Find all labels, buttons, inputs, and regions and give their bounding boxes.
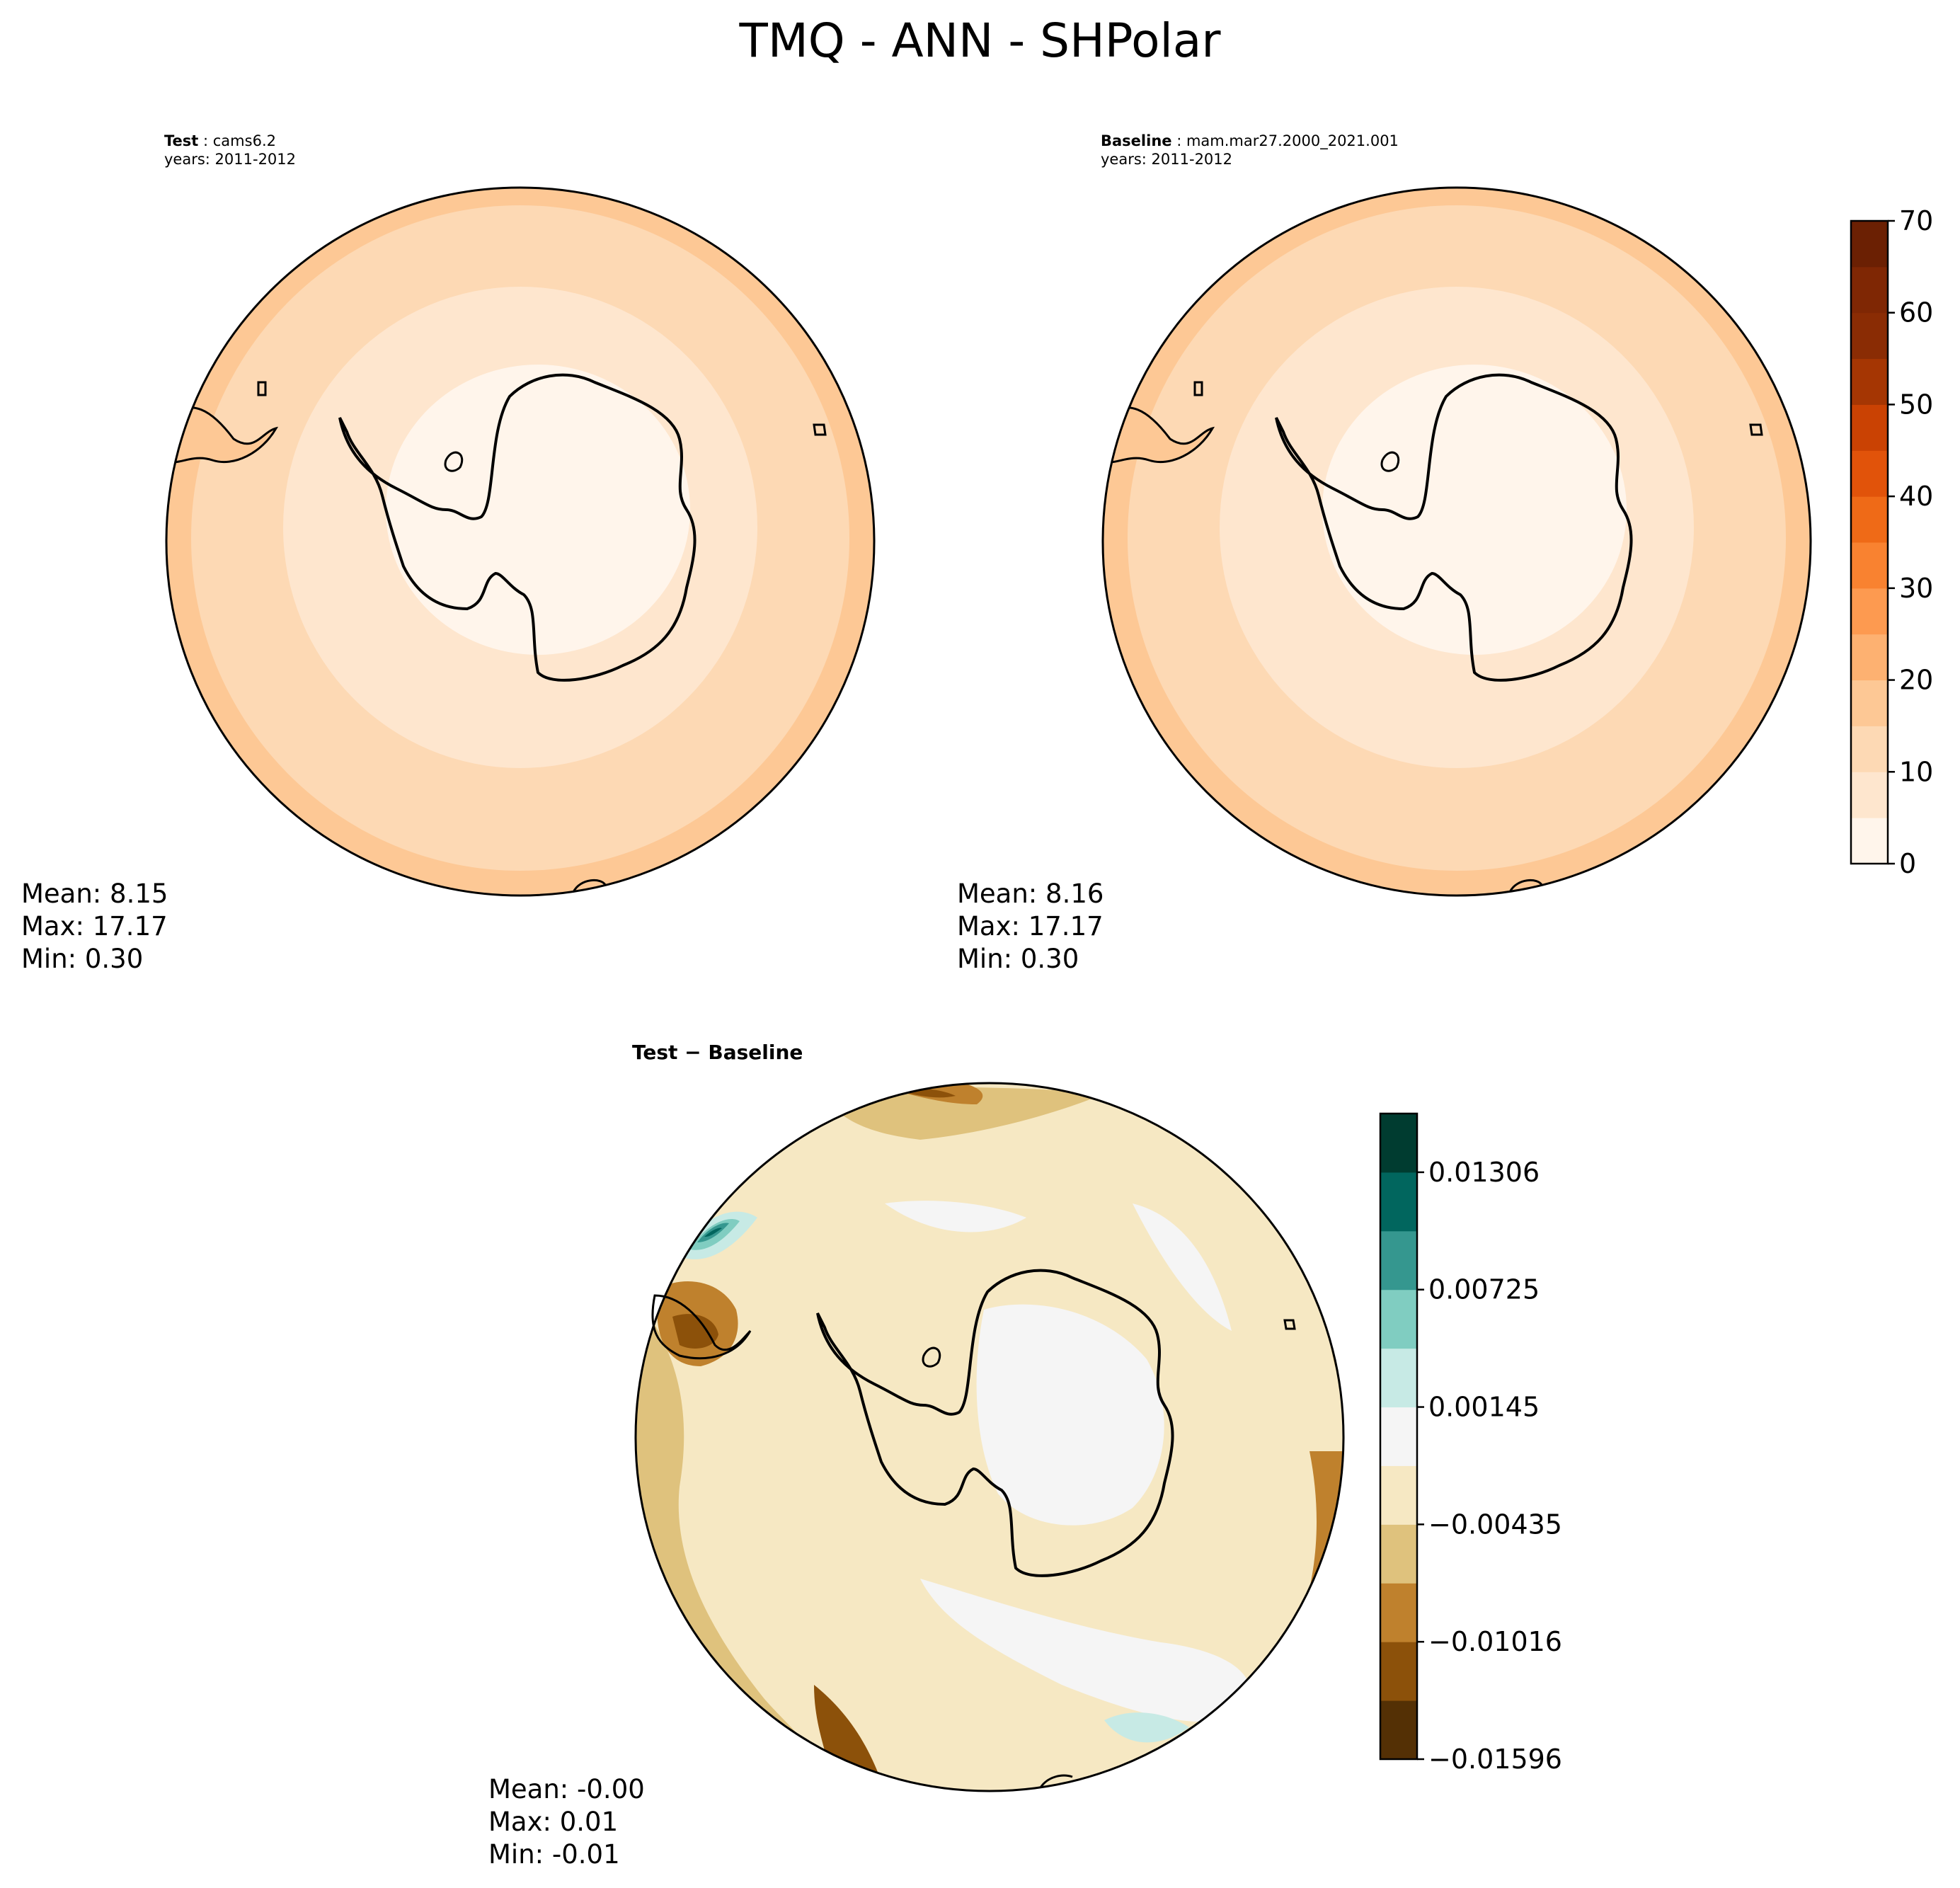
diff-min: Min: -0.01 — [488, 1839, 620, 1870]
diff-colorbar-segment — [1380, 1583, 1417, 1642]
diff-colorbar-tick-label: 0.01306 — [1428, 1157, 1540, 1188]
main-colorbar-segment — [1851, 266, 1888, 314]
main-colorbar-segment — [1851, 221, 1888, 268]
main-colorbar-frame — [1850, 219, 1889, 865]
main-colorbar-segment — [1851, 496, 1888, 543]
test-case-name: cams6.2 — [212, 132, 276, 149]
baseline-stats: Mean: 8.16 Max: 17.17 Min: 0.30 — [957, 878, 1104, 976]
main-colorbar-segment — [1851, 726, 1888, 772]
diff-colorbar-segment — [1380, 1114, 1417, 1173]
baseline-years: years: 2011-2012 — [1101, 151, 1233, 168]
diff-map-boundary — [634, 1082, 1345, 1792]
main-colorbar-segment — [1851, 404, 1888, 451]
main-colorbar-segment — [1851, 680, 1888, 726]
test-max: Max: 17.17 — [21, 911, 168, 942]
baseline-panel-header: Baseline : mam.mar27.2000_2021.001 years… — [1101, 132, 1399, 168]
diff-colorbar-segment — [1380, 1465, 1417, 1525]
diff-colorbar-tick-label: 0.00145 — [1428, 1392, 1540, 1423]
main-colorbar-segment — [1851, 588, 1888, 635]
main-colorbar-segment — [1851, 450, 1888, 497]
main-colorbar-segment — [1851, 772, 1888, 818]
baseline-case-name: mam.mar27.2000_2021.001 — [1186, 132, 1399, 149]
diff-colorbar: 0.01306 0.00725 0.00145 −0.00435 −0.01016 −0.… — [1379, 1112, 1562, 1775]
diff-colorbar-segment — [1380, 1230, 1417, 1291]
diff-colorbar-tick-label: −0.01016 — [1428, 1626, 1562, 1657]
baseline-mean: Mean: 8.16 — [957, 879, 1104, 909]
diff-mean: Mean: -0.00 — [488, 1774, 645, 1804]
diff-colorbar-segment — [1380, 1407, 1417, 1466]
diff-colorbar-segment — [1380, 1642, 1417, 1701]
diff-colorbar-tick-label: −0.00435 — [1428, 1509, 1562, 1540]
diff-colorbar-segment — [1380, 1289, 1417, 1349]
test-stats: Mean: 8.15 Max: 17.17 Min: 0.30 — [21, 878, 168, 976]
test-panel-header: Test : cams6.2 years: 2011-2012 — [164, 132, 297, 168]
main-colorbar-segment — [1851, 312, 1888, 360]
main-colorbar-tick-label: 70 — [1899, 205, 1933, 236]
figure-title: TMQ - ANN - SHPolar — [739, 13, 1221, 68]
main-colorbar-tick-label: 20 — [1899, 665, 1933, 696]
main-colorbar-tick-label: 30 — [1899, 573, 1933, 604]
main-colorbar: 0 10 20 30 40 50 60 70 — [1850, 205, 1933, 879]
baseline-map — [1101, 186, 1812, 897]
diff-colorbar-segment — [1380, 1348, 1417, 1408]
main-colorbar-tick-label: 10 — [1899, 756, 1933, 787]
main-colorbar-tick-label: 0 — [1899, 848, 1916, 879]
test-map-boundary — [165, 186, 876, 897]
baseline-map-boundary — [1101, 186, 1812, 897]
main-colorbar-tick-label: 50 — [1899, 389, 1933, 420]
main-colorbar-tick-label: 40 — [1899, 481, 1933, 512]
test-label: Test — [164, 132, 199, 149]
diff-stats: Mean: -0.00 Max: 0.01 Min: -0.01 — [488, 1773, 645, 1871]
main-colorbar-segment — [1851, 634, 1888, 681]
baseline-max: Max: 17.17 — [957, 911, 1104, 942]
baseline-label: Baseline — [1101, 132, 1172, 149]
test-mean: Mean: 8.15 — [21, 879, 168, 909]
diff-panel-title: Test − Baseline — [632, 1041, 803, 1064]
diff-colorbar-segment — [1380, 1700, 1417, 1760]
diff-map — [634, 1082, 1345, 1792]
diff-colorbar-tick-label: 0.00725 — [1428, 1274, 1540, 1305]
baseline-min: Min: 0.30 — [957, 944, 1079, 974]
test-years: years: 2011-2012 — [164, 151, 297, 168]
main-colorbar-tick-label: 60 — [1899, 297, 1933, 328]
main-colorbar-segment — [1851, 358, 1888, 405]
diff-max: Max: 0.01 — [488, 1807, 619, 1837]
diff-colorbar-tick-label: −0.01596 — [1428, 1744, 1562, 1775]
main-colorbar-segment — [1851, 818, 1888, 864]
test-map — [165, 186, 876, 897]
diff-colorbar-segment — [1380, 1172, 1417, 1232]
main-colorbar-segment — [1851, 542, 1888, 589]
test-min: Min: 0.30 — [21, 944, 144, 974]
diff-colorbar-frame — [1379, 1112, 1419, 1761]
diff-colorbar-segment — [1380, 1524, 1417, 1584]
